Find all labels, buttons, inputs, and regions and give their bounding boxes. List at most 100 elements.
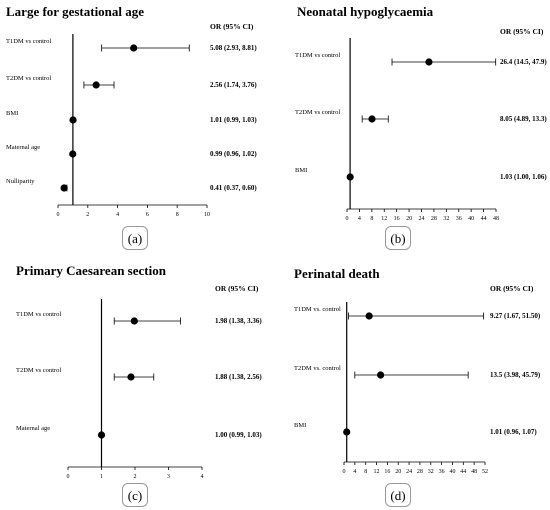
point-estimate xyxy=(97,431,106,439)
row-label: T2DM vs control xyxy=(295,109,340,116)
panel-caption: (a) xyxy=(122,226,148,250)
or-value: 1.98 (1.38, 3.36) xyxy=(215,317,262,325)
x-tick-label: 0 xyxy=(346,216,349,222)
point-estimate xyxy=(425,58,433,66)
point-estimate xyxy=(127,373,135,381)
x-tick-label: 12 xyxy=(381,216,387,222)
or-value: 2.56 (1.74, 3.76) xyxy=(210,81,257,89)
x-tick-label: 40 xyxy=(468,216,474,222)
row-label: BMI xyxy=(6,110,18,117)
forest-panel-c: Primary Caesarean section OR (95% CI) 0 1… xyxy=(0,255,275,510)
x-tick-label: 32 xyxy=(428,469,434,475)
point-estimate xyxy=(377,371,385,379)
or-value: 9.27 (1.67, 51.50) xyxy=(490,312,541,320)
point-estimate xyxy=(343,428,351,436)
point-estimate xyxy=(346,173,354,181)
x-tick-label: 48 xyxy=(471,469,477,475)
chart-title: Large for gestational age xyxy=(6,4,145,19)
row-label: T1DM vs control xyxy=(6,38,51,45)
x-tick-label: 40 xyxy=(449,469,455,475)
x-tick-label: 4 xyxy=(358,216,361,222)
point-estimate xyxy=(60,184,68,192)
or-column-header: OR (95% CI) xyxy=(490,284,534,293)
or-column-header: OR (95% CI) xyxy=(210,22,254,31)
point-estimate xyxy=(92,81,100,89)
x-tick-label: 4 xyxy=(201,474,204,480)
chart-title: Primary Caesarean section xyxy=(16,263,166,278)
or-column-header: OR (95% CI) xyxy=(500,27,544,36)
forest-panel-a: Large for gestational age OR (95% CI) 0 2… xyxy=(0,0,275,255)
panel-caption: (b) xyxy=(385,226,411,250)
x-tick-label: 8 xyxy=(176,212,179,218)
x-tick-label: 36 xyxy=(439,469,445,475)
or-value: 0.41 (0.37, 0.60) xyxy=(210,184,257,192)
x-tick-label: 0 xyxy=(343,469,346,475)
row-label: T1DM vs control xyxy=(295,52,340,59)
row-label: T1DM vs control xyxy=(16,311,61,318)
row-label: BMI xyxy=(294,422,306,429)
or-value: 5.08 (2.93, 8.81) xyxy=(210,44,257,52)
x-tick-label: 3 xyxy=(167,474,170,480)
point-estimate xyxy=(365,312,373,320)
row-label: T1DM vs. control xyxy=(294,306,341,313)
row-label: Maternal age xyxy=(16,425,50,432)
x-tick-label: 16 xyxy=(394,216,400,222)
panel-caption: (c) xyxy=(122,483,148,507)
x-tick-label: 28 xyxy=(417,469,423,475)
x-tick-label: 1 xyxy=(100,474,103,480)
x-tick-label: 20 xyxy=(395,469,401,475)
point-estimate xyxy=(69,150,77,158)
point-estimate xyxy=(130,44,138,52)
or-value: 1.01 (0.99, 1.03) xyxy=(210,116,257,124)
point-estimate xyxy=(130,317,138,325)
or-value: 13.5 (3.98, 45.79) xyxy=(490,371,541,379)
forest-panel-b: Neonatal hypoglycaemia OR (95% CI) 0 4 8 12… xyxy=(275,0,550,255)
or-value: 26.4 (14.5, 47.9) xyxy=(500,58,547,66)
or-value: 8.05 (4.89, 13.3) xyxy=(500,115,547,123)
x-tick-label: 44 xyxy=(481,216,487,222)
x-tick-label: 20 xyxy=(406,216,412,222)
x-tick-label: 28 xyxy=(431,216,437,222)
chart-title: Neonatal hypoglycaemia xyxy=(297,4,434,19)
x-tick-label: 8 xyxy=(364,469,367,475)
x-tick-label: 0 xyxy=(57,212,60,218)
x-tick-label: 0 xyxy=(67,474,70,480)
chart-title: Perinatal death xyxy=(294,266,380,281)
row-label: BMI xyxy=(295,167,307,174)
row-label: T2DM vs control xyxy=(16,367,61,374)
row-label: T2DM vs control xyxy=(6,75,51,82)
x-tick-label: 44 xyxy=(460,469,466,475)
x-tick-label: 16 xyxy=(384,469,390,475)
x-tick-label: 24 xyxy=(419,216,425,222)
or-value: 0.99 (0.96, 1.02) xyxy=(210,150,257,158)
panel-caption: (d) xyxy=(385,483,411,507)
row-label: T2DM vs. control xyxy=(294,365,341,372)
row-label: Maternal age xyxy=(6,144,40,151)
x-tick-label: 8 xyxy=(370,216,373,222)
point-estimate xyxy=(69,116,77,124)
or-value: 1.88 (1.38, 2.56) xyxy=(215,373,262,381)
row-label: Nulliparity xyxy=(6,178,35,185)
x-tick-label: 36 xyxy=(456,216,462,222)
x-tick-label: 10 xyxy=(204,212,210,218)
x-tick-label: 12 xyxy=(374,469,380,475)
x-tick-label: 32 xyxy=(443,216,449,222)
x-tick-label: 24 xyxy=(406,469,412,475)
x-tick-label: 48 xyxy=(493,216,499,222)
x-tick-label: 2 xyxy=(134,474,137,480)
point-estimate xyxy=(368,115,376,123)
forest-plot: 0 1 2 3 4 T1DM vs control 1.98 (1.38, 3.36) T2D… xyxy=(16,299,262,480)
x-tick-label: 52 xyxy=(482,469,488,475)
x-tick-label: 4 xyxy=(353,469,356,475)
x-tick-label: 6 xyxy=(146,212,149,218)
or-value: 1.01 (0.96, 1.07) xyxy=(490,428,537,436)
x-tick-label: 2 xyxy=(86,212,89,218)
or-column-header: OR (95% CI) xyxy=(215,284,259,293)
forest-panel-d: Perinatal death OR (95% CI) 0 4 8 12 16 20 24 2… xyxy=(275,255,550,510)
or-value: 1.03 (1.00, 1.06) xyxy=(500,173,547,181)
or-value: 1.00 (0.99, 1.03) xyxy=(215,431,262,439)
forest-plot: 0 2 4 6 8 10 T1DM vs control 5.08 (2.93, 8.81) T… xyxy=(6,34,257,218)
x-tick-label: 4 xyxy=(116,212,119,218)
